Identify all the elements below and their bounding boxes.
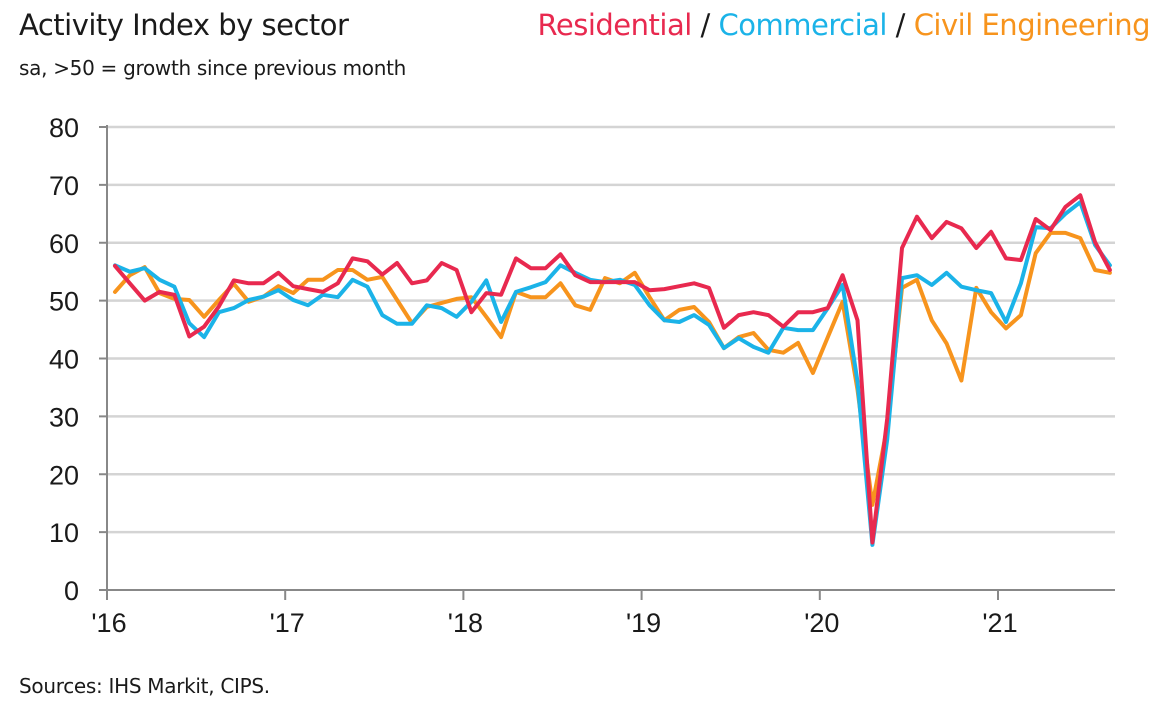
y-tick-label: 70 [49,171,79,201]
y-tick-label: 40 [49,345,79,375]
chart-subtitle: sa, >50 = growth since previous month [19,56,407,80]
y-tick-label: 20 [49,460,79,490]
legend-residential: Residential [537,8,693,42]
series-line-civil-engineering [113,230,1112,507]
x-tick-label: '17 [270,608,305,638]
legend-separator: / [886,8,914,42]
x-tick-label: '19 [626,608,661,638]
legend-civil-engineering: Civil Engineering [913,8,1151,42]
y-tick-label: 10 [49,518,79,548]
y-tick-label: 50 [49,287,79,317]
y-tick-label: 60 [49,229,79,259]
x-tick-label: '18 [448,608,483,638]
x-tick-label: '16 [91,608,126,638]
x-tick-label: '21 [982,608,1017,638]
series-line-residential [113,193,1112,545]
chart-source: Sources: IHS Markit, CIPS. [19,674,270,698]
legend-separator: / [691,8,719,42]
y-tick-label: 30 [49,402,79,432]
y-tick-label: 0 [64,576,79,606]
legend-commercial: Commercial [718,8,888,42]
chart-title: Activity Index by sector [19,8,349,42]
x-tick-label: '20 [804,608,839,638]
y-tick-label: 80 [49,113,79,143]
legend: Residential / Commercial / Civil Enginee… [537,8,1151,42]
